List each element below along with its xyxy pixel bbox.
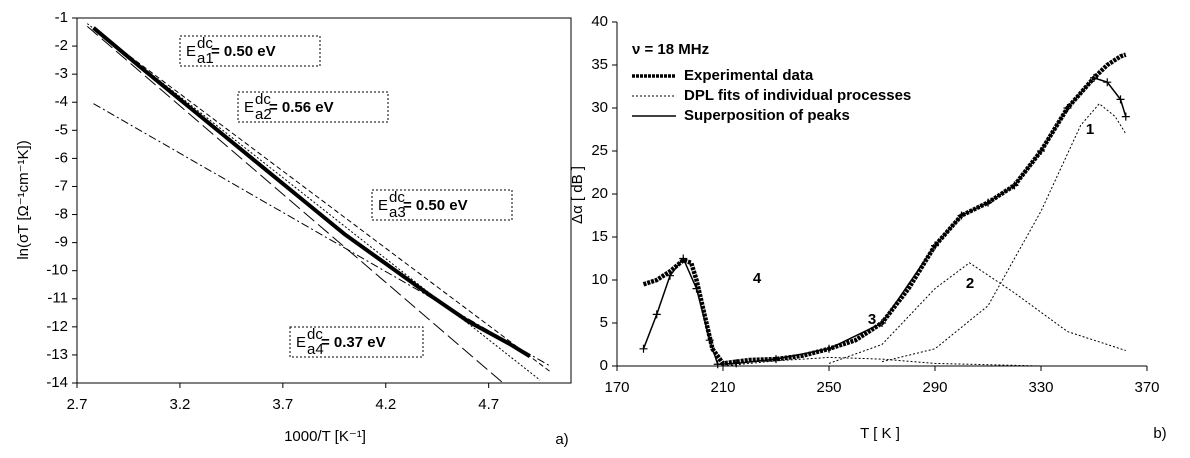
plus-marker [772, 355, 780, 364]
plus-marker [1103, 78, 1112, 87]
plus-marker [931, 241, 939, 250]
x-tick-label: 370 [1134, 379, 1159, 396]
annotation-base: E [378, 197, 388, 214]
y-axis-label: ln(σT [Ω⁻¹cm⁻¹K]) [15, 140, 32, 259]
y-tick-label: -3 [55, 65, 68, 82]
y-tick-label: -14 [46, 374, 68, 391]
y-tick-label: -9 [55, 234, 68, 251]
peak-label: 3 [868, 311, 876, 328]
y-tick-label: 40 [591, 13, 608, 30]
plus-marker [1090, 73, 1098, 82]
y-tick-label: -7 [55, 177, 68, 194]
plus-marker [878, 319, 886, 327]
x-tick-label: 290 [922, 379, 947, 396]
plus-marker [679, 254, 688, 263]
series-line [93, 103, 551, 367]
plus-marker [957, 211, 966, 220]
annotation-box [371, 189, 513, 221]
y-tick-label: 30 [591, 99, 608, 116]
chart: -1 -2 -3 -4 -5 -6 -7 -8 -9 -10 -11 -12 -13 -14 2.7 3.2 3… [15, 9, 572, 448]
series-line [722, 103, 1127, 367]
annotation-sup: dc [197, 35, 213, 52]
y-tick-label: 5 [600, 314, 608, 331]
annotation-box [289, 326, 424, 358]
annotation-sub: a2 [255, 106, 272, 123]
annotation-sub: a3 [389, 204, 406, 221]
chart: 0 5 10 15 20 25 30 35 40 170 210 250 290 330 370 T [ K … [569, 13, 1167, 442]
plus-marker [705, 336, 714, 345]
plus-marker [652, 310, 661, 319]
chart-title: ν = 18 MHz [632, 41, 709, 58]
plus-marker [713, 360, 722, 369]
annotation-sup: dc [307, 326, 323, 343]
x-tick-label: 4.7 [478, 396, 499, 413]
annotation-text: = 0.50 eV [403, 197, 468, 214]
plus-marker [1063, 104, 1072, 112]
plus-marker [825, 344, 833, 353]
peak-label: 2 [966, 275, 974, 292]
y-tick-label: 0 [600, 357, 608, 374]
legend-label: Superposition of peaks [684, 107, 850, 124]
y-tick-label: -8 [55, 206, 68, 223]
x-tick-label: 250 [816, 379, 841, 396]
plus-marker [639, 344, 648, 353]
series-line [86, 26, 504, 384]
plus-marker [1121, 112, 1130, 121]
x-axis-label: 1000/T [K⁻¹] [284, 428, 366, 445]
panel-label: a) [555, 431, 568, 448]
peak-label: 4 [753, 270, 762, 287]
plus-marker [1116, 95, 1125, 104]
x-tick-label: 3.2 [169, 396, 190, 413]
y-tick-label: -4 [55, 93, 68, 110]
y-tick-label: -1 [55, 9, 68, 26]
annotation-sup: dc [389, 189, 405, 206]
legend-label: DPL fits of individual processes [684, 87, 911, 104]
panel-label: b) [1153, 425, 1166, 442]
x-tick-label: 330 [1028, 379, 1053, 396]
plus-marker [984, 198, 992, 207]
plot-frame [76, 17, 572, 384]
annotation-text: = 0.37 eV [321, 334, 386, 351]
annotation-sup: dc [255, 91, 271, 108]
x-tick-label: 170 [604, 379, 629, 396]
y-tick-label: -11 [47, 290, 68, 307]
y-tick-label: 10 [591, 271, 608, 288]
x-tick-label: 3.7 [272, 396, 293, 413]
y-tick-label: -10 [46, 262, 68, 279]
x-tick-label: 4.2 [375, 396, 396, 413]
y-tick-label: 35 [591, 56, 608, 73]
plus-marker [1037, 147, 1045, 155]
annotation-text: = 0.50 eV [211, 43, 276, 60]
plus-marker [732, 359, 741, 368]
series-line [86, 23, 541, 381]
y-tick-label: -13 [46, 346, 68, 363]
y-tick-label: -5 [55, 121, 68, 138]
annotation-box [179, 35, 321, 67]
plus-marker [692, 284, 701, 293]
annotation-sub: a1 [197, 50, 214, 67]
x-tick-label: 2.7 [67, 396, 88, 413]
plus-marker [1010, 181, 1019, 190]
y-tick-label: -2 [55, 37, 68, 54]
plus-marker [666, 271, 674, 280]
series-line [92, 26, 531, 359]
peak-label: 1 [1086, 121, 1094, 138]
y-axis-label: Δα [ dB ] [569, 166, 586, 224]
annotation-base: E [186, 43, 196, 60]
annotation-box [237, 91, 389, 123]
y-tick-label: -12 [46, 318, 68, 335]
y-tick-label: -6 [55, 149, 68, 166]
y-tick-label: 25 [591, 142, 608, 159]
annotation-base: E [296, 334, 306, 351]
annotation-text: = 0.56 eV [269, 99, 334, 116]
x-tick-label: 210 [710, 379, 735, 396]
x-axis-label: T [ K ] [860, 425, 900, 442]
annotation-sub: a4 [307, 341, 324, 358]
y-tick-label: 20 [591, 185, 608, 202]
y-tick-label: 15 [591, 228, 608, 245]
legend-label: Experimental data [684, 67, 814, 84]
annotation-base: E [244, 99, 254, 116]
series-line [97, 31, 551, 373]
